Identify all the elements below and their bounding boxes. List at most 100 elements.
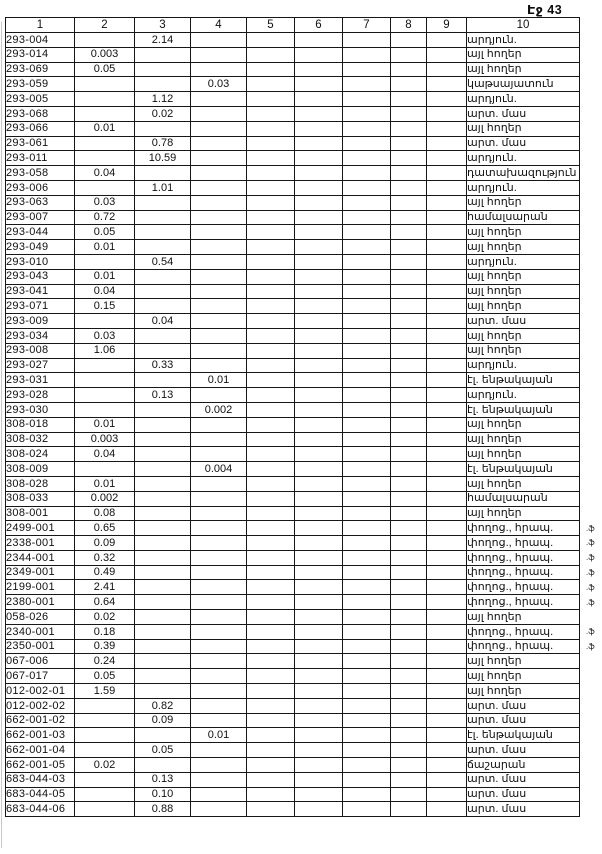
value-cell-col5 bbox=[246, 283, 295, 300]
table-row: 058-026 0.02 այլ հողեր bbox=[5, 609, 602, 625]
margin-spacer bbox=[580, 210, 602, 225]
land-use-label-cell: էլ. ենթակայան bbox=[466, 727, 580, 744]
value-cell-col8 bbox=[390, 697, 427, 714]
table-row: 293-069 0.05 այլ հողեր bbox=[5, 61, 602, 78]
land-use-label-cell: արդյուն. bbox=[466, 32, 580, 48]
value-cell-col2: 2.41 bbox=[74, 579, 135, 596]
value-cell-col6 bbox=[294, 727, 343, 744]
value-cell-col5 bbox=[246, 579, 295, 596]
value-cell-col8 bbox=[390, 490, 427, 507]
margin-header-spacer bbox=[580, 18, 602, 33]
value-cell-col9 bbox=[426, 475, 467, 492]
value-cell-col8 bbox=[390, 194, 427, 211]
value-cell-col2 bbox=[74, 387, 135, 403]
value-cell-col7 bbox=[342, 683, 391, 699]
table-row: 308-028 0.01 այլ հողեր bbox=[5, 475, 602, 492]
table-row: 2340-001 0.18 փողոց., հրապ. .ֆ bbox=[5, 623, 602, 640]
parcel-code-cell: 293-044 bbox=[5, 224, 75, 241]
value-cell-col3 bbox=[134, 520, 191, 537]
value-cell-col8 bbox=[390, 135, 427, 152]
land-use-label-cell: արդյուն. bbox=[466, 91, 580, 107]
land-use-label-cell: այլ հողեր bbox=[466, 61, 580, 78]
land-use-label-cell: արտ. մաս bbox=[466, 712, 580, 729]
land-use-label-cell: այլ հողեր bbox=[466, 668, 580, 685]
value-cell-col3 bbox=[134, 579, 191, 596]
value-cell-col6 bbox=[294, 431, 343, 448]
value-cell-col7 bbox=[342, 313, 391, 329]
value-cell-col2 bbox=[74, 727, 135, 744]
value-cell-col5 bbox=[246, 91, 295, 107]
value-cell-col6 bbox=[294, 150, 343, 167]
land-use-label-cell: այլ հողեր bbox=[466, 327, 580, 344]
value-cell-col6 bbox=[294, 32, 343, 48]
table-row: 293-031 0.01 էլ. ենթակայան bbox=[5, 372, 602, 389]
table-row: 293-009 0.04 արտ. մաս bbox=[5, 313, 602, 329]
value-cell-col3: 10.59 bbox=[134, 150, 191, 167]
value-cell-col4 bbox=[190, 91, 247, 107]
table-header-row: 1 2 3 4 5 6 7 8 9 10 bbox=[5, 17, 602, 33]
value-cell-col2: 0.01 bbox=[74, 268, 135, 285]
land-use-label-cell: արտ. մաս bbox=[466, 105, 580, 122]
value-cell-col5 bbox=[246, 209, 295, 226]
value-cell-col8 bbox=[390, 61, 427, 78]
value-cell-col3 bbox=[134, 76, 191, 93]
value-cell-col2: 0.05 bbox=[74, 61, 135, 78]
land-use-label-cell: այլ հողեր bbox=[466, 342, 580, 359]
land-use-label-cell: այլ հողեր bbox=[466, 609, 580, 625]
value-cell-col6 bbox=[294, 179, 343, 196]
value-cell-col2: 0.04 bbox=[74, 283, 135, 300]
value-cell-col7 bbox=[342, 268, 391, 285]
value-cell-col3: 0.04 bbox=[134, 313, 191, 329]
value-cell-col7 bbox=[342, 475, 391, 492]
value-cell-col9 bbox=[426, 61, 467, 78]
margin-spacer bbox=[580, 506, 602, 521]
value-cell-col7 bbox=[342, 535, 391, 551]
value-cell-col9 bbox=[426, 91, 467, 107]
value-cell-col5 bbox=[246, 135, 295, 152]
value-cell-col7 bbox=[342, 505, 391, 522]
parcel-code-cell: 683-044-03 bbox=[5, 771, 75, 788]
value-cell-col3 bbox=[134, 757, 191, 773]
table-row: 293-061 0.78 արտ. մաս bbox=[5, 135, 602, 152]
value-cell-col6 bbox=[294, 416, 343, 433]
parcel-code-cell: 293-031 bbox=[5, 372, 75, 389]
value-cell-col4 bbox=[190, 135, 247, 152]
value-cell-col9 bbox=[426, 46, 467, 63]
margin-annotation: .ֆ bbox=[586, 627, 595, 637]
value-cell-col3: 0.05 bbox=[134, 742, 191, 759]
parcel-code-cell: 293-027 bbox=[5, 357, 75, 374]
value-cell-col7 bbox=[342, 91, 391, 107]
value-cell-col8 bbox=[390, 179, 427, 196]
parcel-code-cell: 308-032 bbox=[5, 431, 75, 448]
value-cell-col8 bbox=[390, 623, 427, 640]
margin-spacer bbox=[580, 240, 602, 255]
value-cell-col6 bbox=[294, 327, 343, 344]
parcel-code-cell: 012-002-01 bbox=[5, 683, 75, 699]
value-cell-col5 bbox=[246, 268, 295, 285]
margin-spacer bbox=[580, 758, 602, 773]
parcel-code-cell: 293-066 bbox=[5, 120, 75, 137]
value-cell-col9 bbox=[426, 298, 467, 315]
value-cell-col4 bbox=[190, 475, 247, 492]
value-cell-col7 bbox=[342, 387, 391, 403]
value-cell-col3 bbox=[134, 727, 191, 744]
value-cell-col5 bbox=[246, 150, 295, 167]
value-cell-col9 bbox=[426, 446, 467, 463]
margin-spacer bbox=[580, 358, 602, 373]
parcel-code-cell: 308-028 bbox=[5, 475, 75, 492]
margin-spacer bbox=[580, 610, 602, 625]
value-cell-col6 bbox=[294, 446, 343, 463]
parcel-code-cell: 308-033 bbox=[5, 490, 75, 507]
value-cell-col3 bbox=[134, 683, 191, 699]
value-cell-col9 bbox=[426, 653, 467, 670]
value-cell-col5 bbox=[246, 105, 295, 122]
parcel-code-cell: 293-043 bbox=[5, 268, 75, 285]
value-cell-col8 bbox=[390, 268, 427, 285]
value-cell-col8 bbox=[390, 520, 427, 537]
value-cell-col3 bbox=[134, 549, 191, 566]
value-cell-col5 bbox=[246, 535, 295, 551]
value-cell-col5 bbox=[246, 668, 295, 685]
parcel-code-cell: 662-001-04 bbox=[5, 742, 75, 759]
value-cell-col7 bbox=[342, 165, 391, 181]
value-cell-col7 bbox=[342, 401, 391, 418]
